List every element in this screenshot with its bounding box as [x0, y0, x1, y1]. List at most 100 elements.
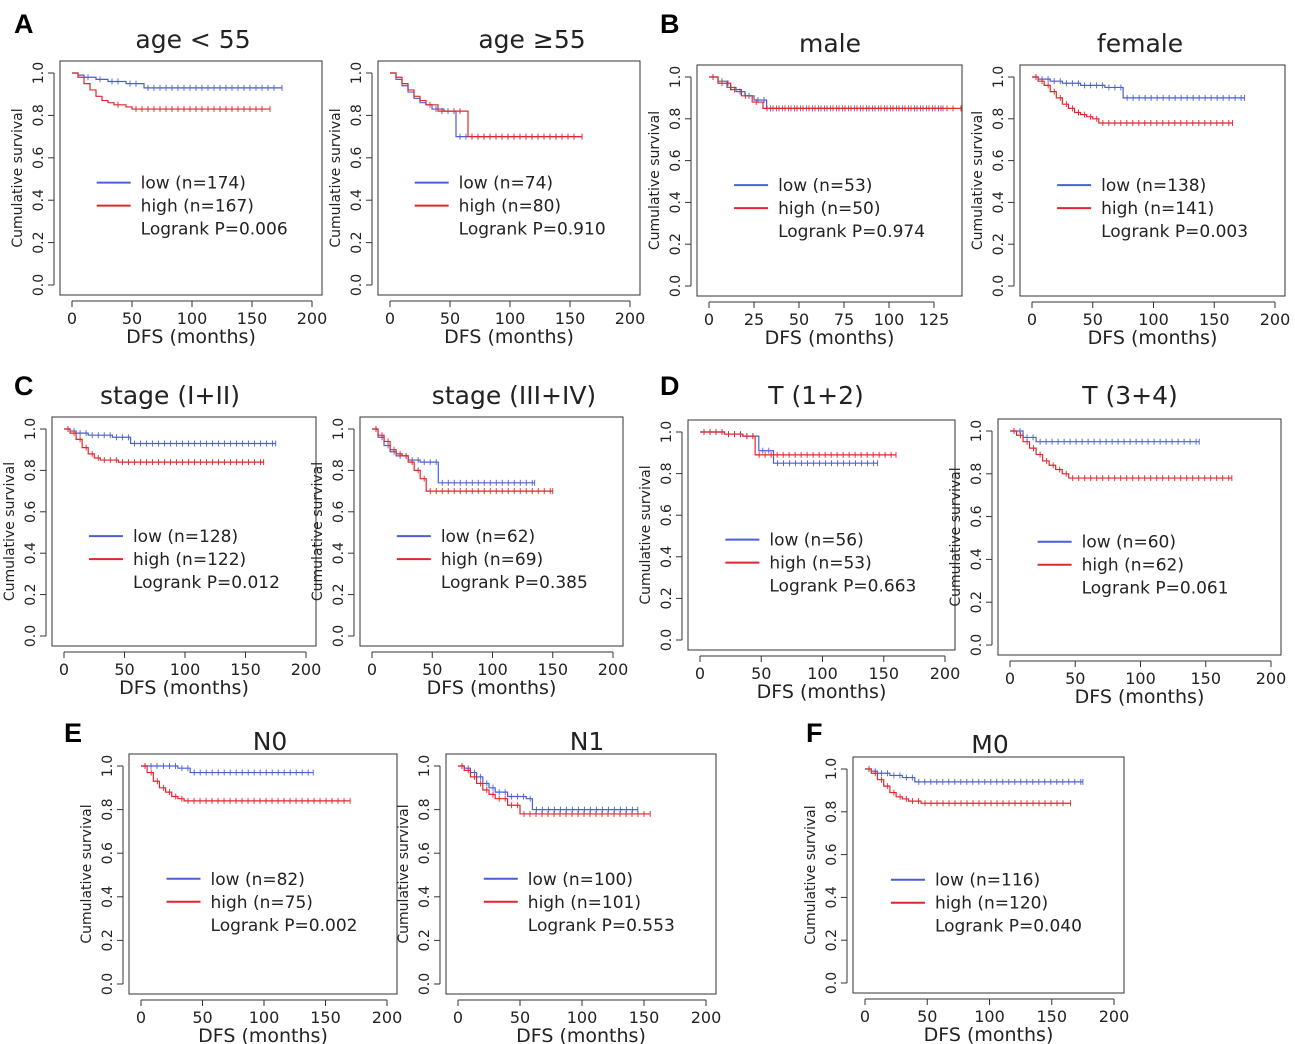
- plot-frame: [51, 416, 317, 647]
- plot-frame: [852, 756, 1125, 994]
- y-tick-label: 0.0: [100, 973, 116, 995]
- y-tick-label: 0.8: [100, 798, 116, 820]
- y-tick-label: 0.4: [659, 546, 675, 568]
- x-tick-label: 200: [1260, 310, 1291, 329]
- y-tick-label: 0.6: [659, 504, 675, 526]
- km-curve-low: [72, 72, 282, 89]
- km-curve-high: [458, 765, 651, 815]
- x-tick-label: 100: [1125, 669, 1156, 688]
- x-tick-label: 0: [453, 1008, 463, 1027]
- x-tick-label: 200: [291, 660, 322, 679]
- x-tick-label: 0: [695, 664, 705, 683]
- logrank-p-value: Logrank P=0.003: [1101, 222, 1248, 242]
- y-tick-label: 0.6: [100, 842, 116, 864]
- plot-frame: [997, 418, 1282, 656]
- x-tick-label: 100: [974, 1007, 1005, 1026]
- y-axis-title: Cumulative survival: [396, 804, 412, 943]
- plot-title: N0: [253, 727, 288, 756]
- y-tick-label: 0.6: [991, 149, 1007, 171]
- y-tick-label: 0.8: [349, 104, 365, 126]
- y-tick-label: 0.4: [331, 542, 347, 564]
- x-tick-label: 0: [1005, 669, 1015, 688]
- y-tick-label: 0.6: [349, 147, 365, 169]
- y-tick-label: 0.2: [659, 587, 675, 609]
- x-tick-label: 0: [59, 660, 69, 679]
- legend-label-low: low (n=74): [459, 174, 553, 194]
- x-axis-title: DFS (months): [427, 677, 557, 699]
- x-tick-label: 0: [860, 1007, 870, 1026]
- y-tick-label: 0.4: [969, 548, 985, 570]
- legend-label-low: low (n=62): [441, 527, 535, 547]
- logrank-p-value: Logrank P=0.385: [441, 573, 588, 593]
- y-tick-label: 0.2: [100, 929, 116, 951]
- y-tick-label: 0.4: [100, 886, 116, 908]
- km-curve-high: [390, 72, 582, 138]
- km-curve-high: [72, 72, 270, 110]
- km-curve-high: [865, 768, 1071, 804]
- x-tick-label: 200: [691, 1008, 722, 1027]
- y-tick-label: 0.4: [23, 542, 39, 564]
- plot-title: T (1+2): [767, 381, 863, 410]
- x-tick-label: 50: [1083, 310, 1103, 329]
- logrank-p-value: Logrank P=0.002: [211, 916, 358, 936]
- x-tick-label: 100: [170, 660, 201, 679]
- panel-letter-f: F: [806, 718, 823, 748]
- x-tick-label: 150: [868, 664, 899, 683]
- x-tick-label: 150: [1036, 1007, 1067, 1026]
- logrank-p-value: Logrank P=0.910: [459, 220, 606, 240]
- x-tick-label: 200: [615, 309, 646, 328]
- x-axis-title: DFS (months): [198, 1025, 328, 1044]
- x-tick-label: 100: [477, 660, 508, 679]
- x-axis-title: DFS (months): [1075, 686, 1205, 708]
- x-axis-title: DFS (months): [765, 327, 895, 349]
- km-curve-high: [141, 765, 351, 802]
- km-curve-low: [1032, 76, 1245, 99]
- y-tick-label: 1.0: [100, 755, 116, 777]
- logrank-p-value: Logrank P=0.006: [141, 220, 288, 240]
- y-axis-title: Cumulative survival: [328, 108, 344, 247]
- plot-title: female: [1097, 29, 1183, 58]
- legend-label-low: low (n=82): [211, 870, 305, 890]
- legend-label-low: low (n=116): [935, 871, 1040, 891]
- y-axis-title: Cumulative survival: [647, 111, 663, 250]
- y-axis-title: Cumulative survival: [948, 467, 964, 606]
- x-tick-label: 75: [834, 310, 854, 329]
- logrank-p-value: Logrank P=0.040: [935, 917, 1082, 937]
- y-tick-label: 0.6: [824, 843, 840, 865]
- x-tick-label: 100: [807, 664, 838, 683]
- x-tick-label: 200: [598, 660, 629, 679]
- legend-label-high: high (n=50): [778, 199, 880, 219]
- y-tick-label: 1.0: [824, 758, 840, 780]
- y-tick-label: 0.2: [824, 929, 840, 951]
- plot-frame: [1019, 64, 1286, 297]
- logrank-p-value: Logrank P=0.974: [778, 222, 925, 242]
- y-tick-label: 0.8: [417, 798, 433, 820]
- y-tick-label: 0.4: [668, 191, 684, 213]
- legend-label-low: low (n=138): [1101, 176, 1206, 196]
- y-axis-title: Cumulative survival: [10, 108, 26, 247]
- km-plot-1: age < 55 0 50 100 150 200 0.0 0.2 0.4 0.6 0.8 1.0 DF…: [10, 25, 327, 348]
- y-axis-title: Cumulative survival: [79, 804, 95, 943]
- km-plot-11: M0 0 50 100 150 200 0.0 0.2 0.4 0.6 0.8 1.0 DFS (mon…: [803, 730, 1129, 1044]
- panel-letter-c: C: [14, 371, 34, 401]
- y-axis-title: Cumulative survival: [970, 111, 986, 250]
- legend-label-high: high (n=101): [528, 893, 641, 913]
- y-tick-label: 0.8: [969, 463, 985, 485]
- legend-label-low: low (n=128): [133, 527, 238, 547]
- y-tick-label: 1.0: [991, 66, 1007, 88]
- km-curve-low: [865, 768, 1083, 783]
- y-tick-label: 0.0: [349, 274, 365, 296]
- y-tick-label: 1.0: [349, 62, 365, 84]
- x-tick-label: 150: [555, 309, 586, 328]
- y-tick-label: 0.2: [969, 591, 985, 613]
- plot-title: M0: [971, 730, 1008, 759]
- y-tick-label: 1.0: [31, 62, 47, 84]
- plot-frame: [687, 419, 956, 651]
- km-plot-2: age ≥55 0 50 100 150 200 0.0 0.2 0.4 0.6 0.8 1.0 DFS…: [328, 25, 645, 348]
- x-tick-label: 200: [297, 309, 328, 328]
- x-tick-label: 100: [874, 310, 905, 329]
- plot-title: stage (III+IV): [432, 381, 596, 410]
- y-tick-label: 0.6: [668, 149, 684, 171]
- x-tick-label: 50: [917, 1007, 937, 1026]
- km-curve-low: [390, 72, 582, 138]
